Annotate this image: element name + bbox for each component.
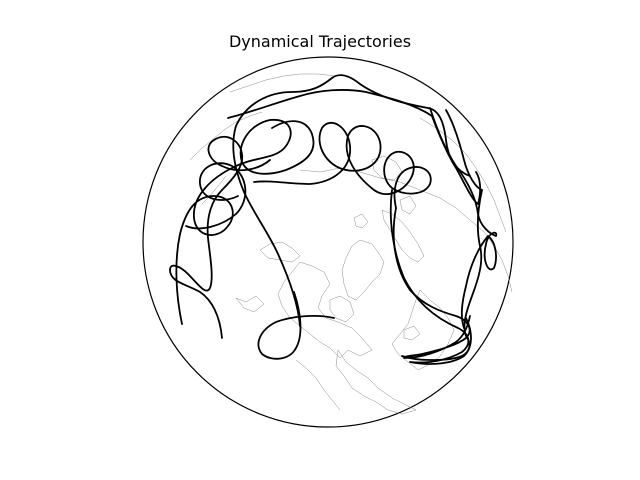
figure-title: Dynamical Trajectories: [228, 32, 412, 51]
coastline-canada-arctic: [259, 241, 301, 263]
coastline-alaska: [189, 111, 263, 161]
trajectory-10: [401, 109, 483, 361]
trajectory-8: [389, 189, 472, 365]
coastline-hudson: [335, 349, 417, 415]
coastline-labrador: [295, 359, 341, 411]
trajectory-6: [253, 122, 432, 209]
trajectory-1: [175, 119, 315, 325]
coastline-asia-east: [419, 117, 507, 233]
trajectory-3: [232, 74, 471, 327]
coastline-scandinavia: [381, 209, 425, 263]
trajectory-4: [257, 291, 335, 360]
trajectory-9: [429, 107, 498, 329]
coastline-greenland: [341, 239, 385, 301]
coastline-svalbard: [353, 213, 369, 229]
coastline-iceland: [403, 325, 421, 341]
globe-outline: [142, 56, 514, 428]
trajectory-7: [392, 207, 471, 359]
trajectory-2: [169, 135, 271, 339]
coastline-europe: [391, 289, 455, 371]
coastline-canada-north: [277, 261, 373, 359]
coastline-baffin: [329, 295, 355, 323]
coastline-arctic-islands: [235, 295, 265, 313]
trajectories: [169, 74, 498, 365]
coastline-novaya: [399, 195, 417, 215]
coastline-taimyr: [371, 155, 403, 181]
trajectory-11: [185, 162, 247, 230]
coastline-kamchatka: [201, 175, 227, 205]
coastline-east-siberian: [229, 73, 337, 93]
trajectory-5: [227, 89, 482, 205]
coastlines: [189, 73, 513, 415]
